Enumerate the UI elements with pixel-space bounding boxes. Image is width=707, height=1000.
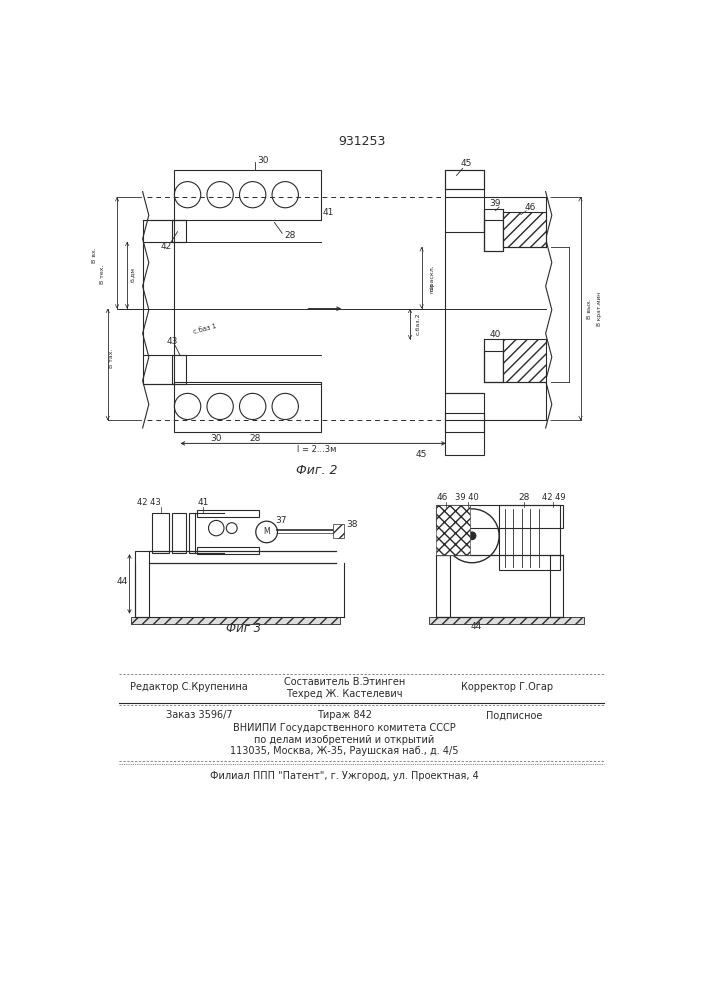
Text: l = 2...3м: l = 2...3м xyxy=(298,445,337,454)
Text: В тах.: В тах. xyxy=(109,349,114,368)
Bar xyxy=(445,393,484,455)
Bar xyxy=(143,220,174,384)
Bar xyxy=(152,513,169,553)
Bar xyxy=(436,505,470,555)
Text: 30: 30 xyxy=(211,434,222,443)
Text: 41: 41 xyxy=(323,208,334,217)
Bar xyxy=(135,551,149,617)
Text: б.дм: б.дм xyxy=(131,266,136,282)
Text: 30: 30 xyxy=(257,156,269,165)
Text: с.баз.2: с.баз.2 xyxy=(415,313,420,335)
Bar xyxy=(484,351,503,382)
Bar xyxy=(484,220,503,251)
Bar xyxy=(445,413,484,432)
Text: по делам изобретений и открытий: по делам изобретений и открытий xyxy=(254,735,434,745)
Bar xyxy=(172,513,186,553)
Bar xyxy=(549,555,563,617)
Text: Тираж 842: Тираж 842 xyxy=(317,710,372,720)
Text: Составитель В.Этинген: Составитель В.Этинген xyxy=(284,677,404,687)
Text: 43: 43 xyxy=(166,337,177,346)
Bar xyxy=(189,513,195,553)
Bar xyxy=(499,505,559,570)
Text: М: М xyxy=(263,527,270,536)
Text: 45: 45 xyxy=(416,450,427,459)
Bar xyxy=(484,209,503,251)
Text: 37: 37 xyxy=(275,516,286,525)
Text: Корректор Г.Огар: Корректор Г.Огар xyxy=(461,682,553,692)
Text: Филиал ППП "Патент", г. Ужгород, ул. Проектная, 4: Филиал ППП "Патент", г. Ужгород, ул. Про… xyxy=(210,771,479,781)
Text: 42 43: 42 43 xyxy=(137,498,160,507)
Bar xyxy=(131,617,340,624)
Text: В тех.: В тех. xyxy=(100,264,105,284)
Text: 42: 42 xyxy=(160,242,172,251)
Text: 28: 28 xyxy=(284,231,296,240)
Text: 113035, Москва, Ж-35, Раушская наб., д. 4/5: 113035, Москва, Ж-35, Раушская наб., д. … xyxy=(230,746,458,756)
Text: 44: 44 xyxy=(470,622,481,631)
Text: В вых.: В вых. xyxy=(588,298,592,319)
Bar xyxy=(503,212,546,247)
Text: 38: 38 xyxy=(346,520,358,529)
Text: 39: 39 xyxy=(489,199,501,208)
Bar xyxy=(445,170,484,189)
Text: min: min xyxy=(429,283,434,293)
Bar xyxy=(436,555,450,617)
Text: 41: 41 xyxy=(197,498,209,507)
Bar xyxy=(436,505,563,528)
Bar xyxy=(197,510,259,517)
Text: В вх.: В вх. xyxy=(92,247,97,263)
Text: 44: 44 xyxy=(117,578,128,586)
Bar xyxy=(503,339,546,382)
Text: 42 49: 42 49 xyxy=(542,493,565,502)
Text: с.раскл.: с.раскл. xyxy=(429,264,434,291)
Text: 931253: 931253 xyxy=(338,135,385,148)
Text: Редактор С.Крупенина: Редактор С.Крупенина xyxy=(130,682,248,692)
Text: ВНИИПИ Государственного комитета СССР: ВНИИПИ Государственного комитета СССР xyxy=(233,723,455,733)
Text: 45: 45 xyxy=(461,159,472,168)
Bar xyxy=(484,339,503,382)
Circle shape xyxy=(468,532,476,540)
Text: 46: 46 xyxy=(437,493,448,502)
Text: 28: 28 xyxy=(518,493,530,502)
Text: Фиг. 2: Фиг. 2 xyxy=(296,464,338,477)
Bar xyxy=(332,524,344,538)
Text: 39 40: 39 40 xyxy=(455,493,479,502)
Text: Техред Ж. Кастелевич: Техред Ж. Кастелевич xyxy=(286,689,402,699)
Bar xyxy=(174,170,321,220)
Bar xyxy=(445,170,484,232)
Text: Фиг 3: Фиг 3 xyxy=(226,622,261,635)
Text: 28: 28 xyxy=(250,434,261,443)
Text: с.баз 1: с.баз 1 xyxy=(192,323,217,335)
Bar xyxy=(172,355,186,384)
Text: 46: 46 xyxy=(525,203,536,212)
Text: 40: 40 xyxy=(489,330,501,339)
Text: Подписное: Подписное xyxy=(486,710,543,720)
Text: В крат.мин: В крат.мин xyxy=(597,292,602,326)
Bar xyxy=(174,382,321,432)
Bar xyxy=(172,220,186,242)
Bar xyxy=(197,547,259,554)
Bar xyxy=(429,617,585,624)
Text: Заказ 3596/7: Заказ 3596/7 xyxy=(166,710,233,720)
